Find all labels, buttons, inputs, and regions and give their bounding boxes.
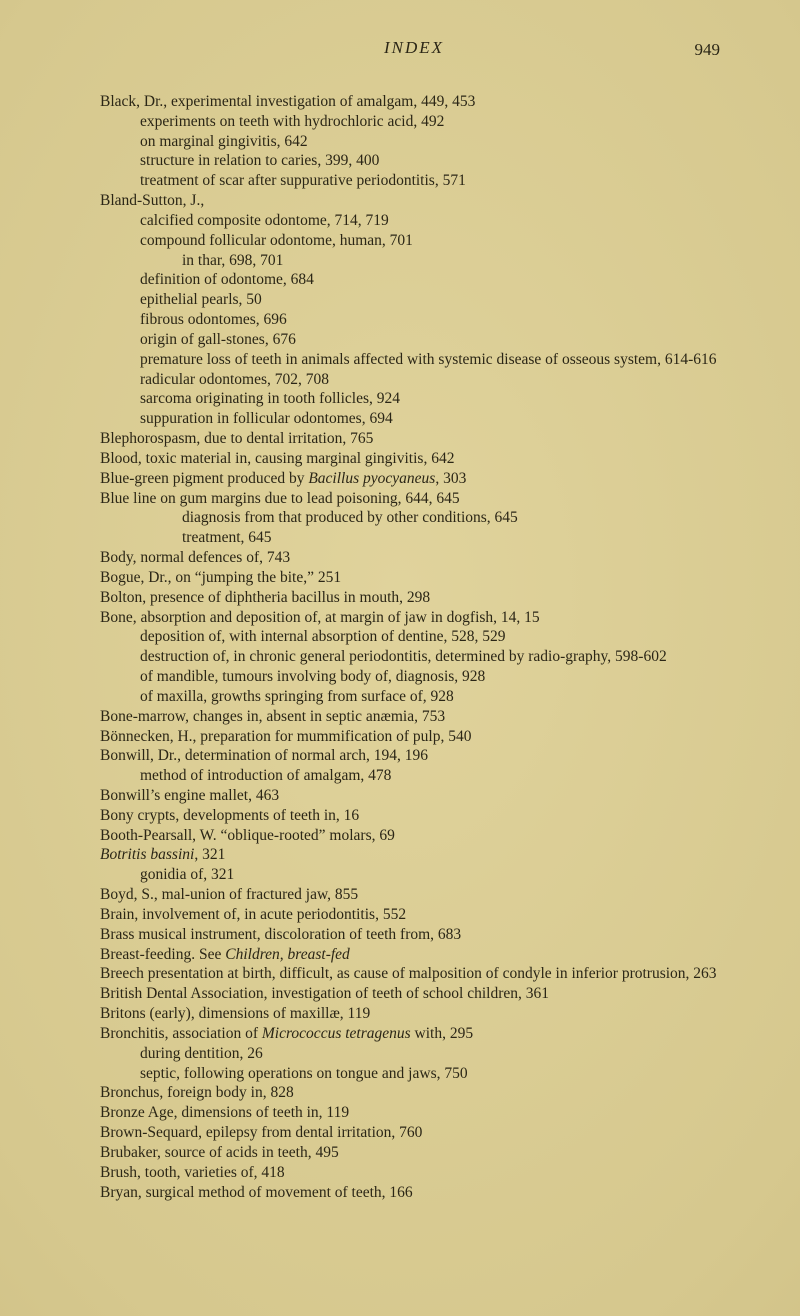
index-line: Brass musical instrument, discoloration …	[100, 925, 728, 945]
index-line: method of introduction of amalgam, 478	[100, 766, 728, 786]
running-title: INDEX	[384, 38, 444, 58]
index-line: deposition of, with internal absorption …	[100, 627, 728, 647]
index-line: Bone-marrow, changes in, absent in septi…	[100, 707, 728, 727]
index-line: Bogue, Dr., on “jumping the bite,” 251	[100, 568, 728, 588]
index-line: Bone, absorption and deposition of, at m…	[100, 608, 728, 628]
index-line: Black, Dr., experimental investigation o…	[100, 92, 728, 112]
index-line: premature loss of teeth in animals affec…	[100, 350, 728, 370]
index-line: Bland-Sutton, J.,	[100, 191, 728, 211]
index-line: definition of odontome, 684	[100, 270, 728, 290]
index-line: Bronchitis, association of Micrococcus t…	[100, 1024, 728, 1044]
index-line: treatment of scar after suppurative peri…	[100, 171, 728, 191]
index-line: Bryan, surgical method of movement of te…	[100, 1183, 728, 1203]
index-line: Bronze Age, dimensions of teeth in, 119	[100, 1103, 728, 1123]
index-line: compound follicular odontome, human, 701	[100, 231, 728, 251]
index-line: septic, following operations on tongue a…	[100, 1064, 728, 1084]
index-line: epithelial pearls, 50	[100, 290, 728, 310]
index-line: Bönnecken, H., preparation for mummifica…	[100, 727, 728, 747]
index-line: of maxilla, growths springing from surfa…	[100, 687, 728, 707]
index-line: Blue line on gum margins due to lead poi…	[100, 489, 728, 509]
index-line: Brush, tooth, varieties of, 418	[100, 1163, 728, 1183]
page-header: INDEX 949	[100, 38, 728, 58]
index-line: suppuration in follicular odontomes, 694	[100, 409, 728, 429]
index-line: Body, normal defences of, 743	[100, 548, 728, 568]
index-line: Blood, toxic material in, causing margin…	[100, 449, 728, 469]
index-line: Bolton, presence of diphtheria bacillus …	[100, 588, 728, 608]
index-line: Brown-Sequard, epilepsy from dental irri…	[100, 1123, 728, 1143]
index-line: Blephorospasm, due to dental irritation,…	[100, 429, 728, 449]
index-line: sarcoma originating in tooth follicles, …	[100, 389, 728, 409]
index-line: Bonwill, Dr., determination of normal ar…	[100, 746, 728, 766]
index-line: of mandible, tumours involving body of, …	[100, 667, 728, 687]
index-line: during dentition, 26	[100, 1044, 728, 1064]
index-line: radicular odontomes, 702, 708	[100, 370, 728, 390]
index-line: on marginal gingivitis, 642	[100, 132, 728, 152]
index-line: origin of gall-stones, 676	[100, 330, 728, 350]
index-line: fibrous odontomes, 696	[100, 310, 728, 330]
index-line: structure in relation to caries, 399, 40…	[100, 151, 728, 171]
index-line: calcified composite odontome, 714, 719	[100, 211, 728, 231]
index-line: Breast-feeding. See Children, breast-fed	[100, 945, 728, 965]
index-line: British Dental Association, investigatio…	[100, 984, 728, 1004]
index-line: destruction of, in chronic general perio…	[100, 647, 728, 667]
page-number: 949	[695, 40, 721, 60]
index-line: Brubaker, source of acids in teeth, 495	[100, 1143, 728, 1163]
index-line: Bony crypts, developments of teeth in, 1…	[100, 806, 728, 826]
index-entries: Black, Dr., experimental investigation o…	[100, 92, 728, 1202]
index-line: Brain, involvement of, in acute periodon…	[100, 905, 728, 925]
index-line: in thar, 698, 701	[100, 251, 728, 271]
index-line: Britons (early), dimensions of maxillæ, …	[100, 1004, 728, 1024]
index-line: Boyd, S., mal-union of fractured jaw, 85…	[100, 885, 728, 905]
index-line: Botritis bassini, 321	[100, 845, 728, 865]
index-line: Breech presentation at birth, difficult,…	[100, 964, 728, 984]
index-line: Blue-green pigment produced by Bacillus …	[100, 469, 728, 489]
index-line: Bronchus, foreign body in, 828	[100, 1083, 728, 1103]
index-line: Booth-Pearsall, W. “oblique-rooted” mola…	[100, 826, 728, 846]
index-line: Bonwill’s engine mallet, 463	[100, 786, 728, 806]
page: INDEX 949 Black, Dr., experimental inves…	[0, 0, 800, 1316]
index-line: treatment, 645	[100, 528, 728, 548]
index-line: experiments on teeth with hydrochloric a…	[100, 112, 728, 132]
index-line: gonidia of, 321	[100, 865, 728, 885]
index-line: diagnosis from that produced by other co…	[100, 508, 728, 528]
